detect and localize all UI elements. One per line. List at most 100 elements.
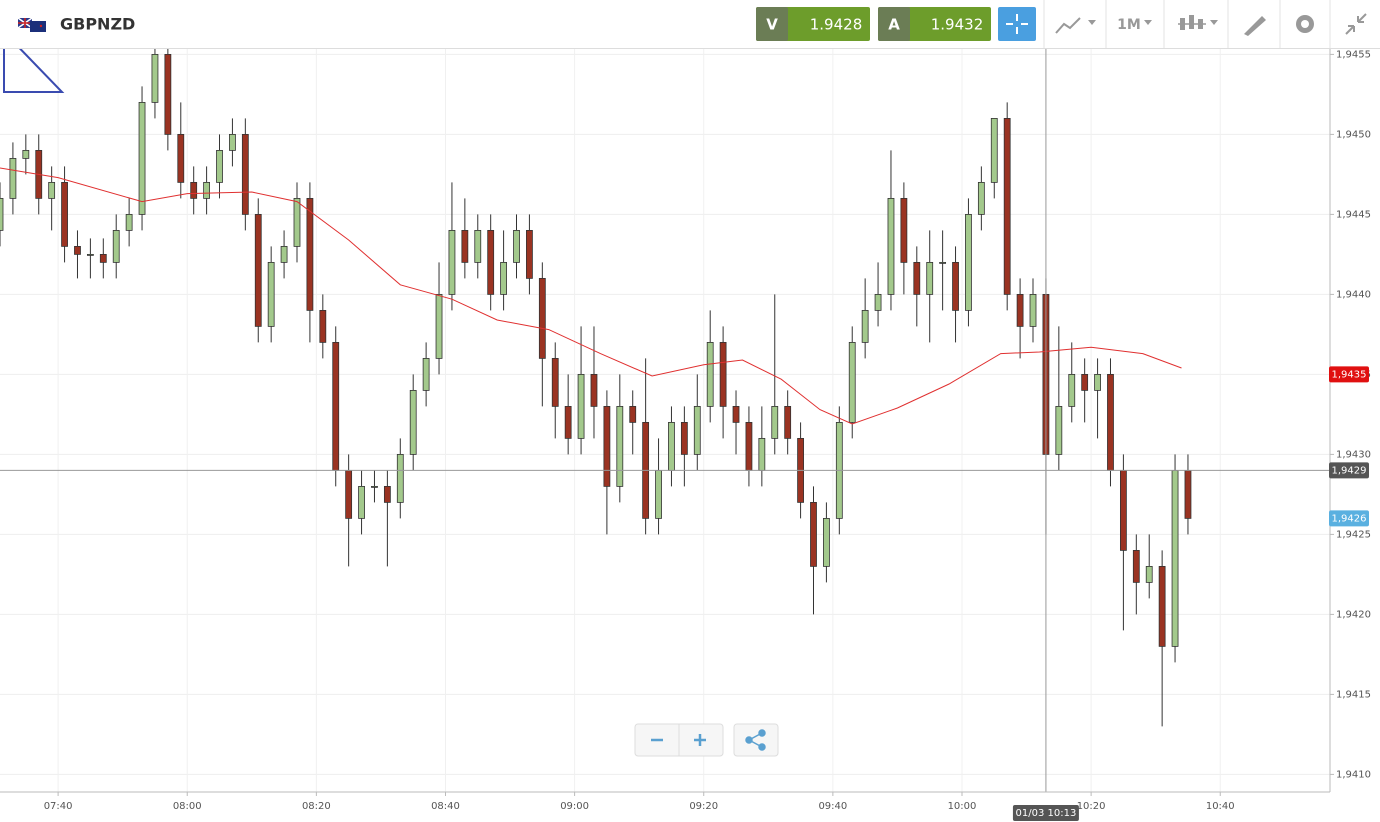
candle-body	[1145, 566, 1153, 583]
plot	[0, 48, 1330, 792]
x-tick-label: 10:20	[1077, 801, 1106, 812]
x-tick-label: 08:20	[302, 801, 331, 812]
price-tag-label: 1,9435	[1332, 369, 1367, 380]
candle-body	[99, 253, 107, 263]
candle-body	[1158, 566, 1166, 647]
candle-body	[861, 309, 869, 343]
y-tick-label: 1,9420	[1336, 609, 1371, 620]
candle-body	[745, 421, 753, 471]
price-tag-label: 1,9426	[1332, 513, 1367, 524]
candle-body	[1029, 293, 1037, 327]
y-tick-label: 1,9440	[1336, 289, 1371, 300]
candle-body	[551, 357, 559, 407]
candle-body	[1119, 469, 1127, 551]
toolbar-icons: 1M	[1043, 0, 1367, 48]
candle-body	[526, 229, 533, 279]
candle-body	[125, 213, 133, 231]
y-tick-label: 1,9450	[1336, 129, 1371, 140]
candle-body	[164, 54, 172, 135]
candle-body	[293, 197, 301, 247]
candle-body	[151, 54, 159, 103]
chart-type-button[interactable]	[1178, 15, 1206, 30]
candle-body	[732, 405, 740, 423]
candle-body	[952, 261, 959, 311]
candle-body	[900, 197, 908, 263]
price-tag	[1329, 510, 1369, 527]
zoom-in-button[interactable]	[694, 734, 706, 746]
crosshair-x-label: 01/03 10:13	[1016, 808, 1077, 819]
sell-button[interactable]: V 1.9428	[756, 7, 870, 41]
candle-body	[990, 118, 998, 183]
candle-body	[241, 133, 249, 215]
draw-button[interactable]	[1244, 16, 1266, 36]
candle-body	[926, 261, 934, 295]
collapse-button[interactable]	[1345, 13, 1367, 35]
buy-button[interactable]: A 1.9432	[878, 7, 991, 41]
y-tick-label: 1,9455	[1336, 49, 1371, 60]
candle-body	[758, 437, 766, 471]
candle-body	[396, 453, 404, 503]
crosshair-button[interactable]	[998, 7, 1036, 41]
candle-body	[112, 229, 120, 263]
candle-body	[61, 181, 68, 247]
candle-body	[1132, 550, 1140, 583]
x-tick-label: 10:00	[948, 801, 977, 812]
x-tick-label: 07:40	[44, 801, 73, 812]
grid	[0, 48, 1330, 792]
candle-body	[655, 469, 662, 519]
y-tick-label: 1,9425	[1336, 529, 1371, 540]
indicators-button[interactable]	[1055, 17, 1081, 34]
toolbar	[0, 0, 1380, 48]
candle-body	[1171, 469, 1179, 647]
candle-body	[1107, 373, 1114, 471]
candle-body	[474, 229, 482, 263]
crosshair-y-tag	[1329, 462, 1369, 479]
flag	[17, 17, 46, 32]
candle-body	[371, 485, 378, 488]
candle-body	[564, 405, 572, 439]
candle-body	[590, 373, 598, 407]
candle-body	[203, 181, 211, 199]
candle-body	[422, 357, 430, 391]
candle-body	[810, 501, 817, 567]
candle-body	[216, 149, 223, 183]
share-button[interactable]	[733, 723, 779, 757]
candle-body	[913, 261, 921, 295]
candle-body	[48, 181, 56, 199]
price-tag	[1329, 366, 1369, 383]
y-tick-label: 1,9415	[1336, 689, 1371, 700]
candle-body	[138, 102, 146, 215]
x-tick-label: 09:00	[560, 801, 589, 812]
candle-body	[1094, 373, 1101, 391]
candle-body	[86, 253, 94, 256]
drawing-triangle	[3, 29, 65, 93]
candle-body	[487, 229, 495, 295]
sell-price: 1.9428	[810, 16, 863, 34]
y-tick-label: 1,9430	[1336, 449, 1371, 460]
candle-body	[177, 133, 185, 183]
candle-body	[319, 309, 327, 343]
candle-body	[267, 261, 275, 327]
crosshair-x-tag	[1012, 805, 1079, 821]
candle-body	[680, 421, 688, 455]
candle-body	[1055, 405, 1063, 455]
timeframe-button[interactable]: 1M	[1117, 17, 1141, 33]
candle-body	[848, 341, 856, 423]
x-tick-label: 10:40	[1206, 801, 1235, 812]
candle-body	[577, 373, 585, 439]
candle-body	[706, 341, 714, 407]
crosshair-y-label: 1,9429	[1332, 465, 1367, 476]
candle-body	[629, 405, 637, 423]
candle-body	[0, 197, 4, 231]
candle-body	[939, 261, 947, 264]
buy-price: 1.9432	[931, 16, 984, 34]
candle-body	[9, 157, 17, 199]
candle-body	[693, 405, 701, 455]
y-tick-label: 1,9410	[1336, 769, 1371, 780]
candle-body	[887, 197, 895, 295]
candle-body	[190, 181, 198, 199]
candle-body	[784, 405, 792, 439]
candle-body	[332, 341, 340, 471]
